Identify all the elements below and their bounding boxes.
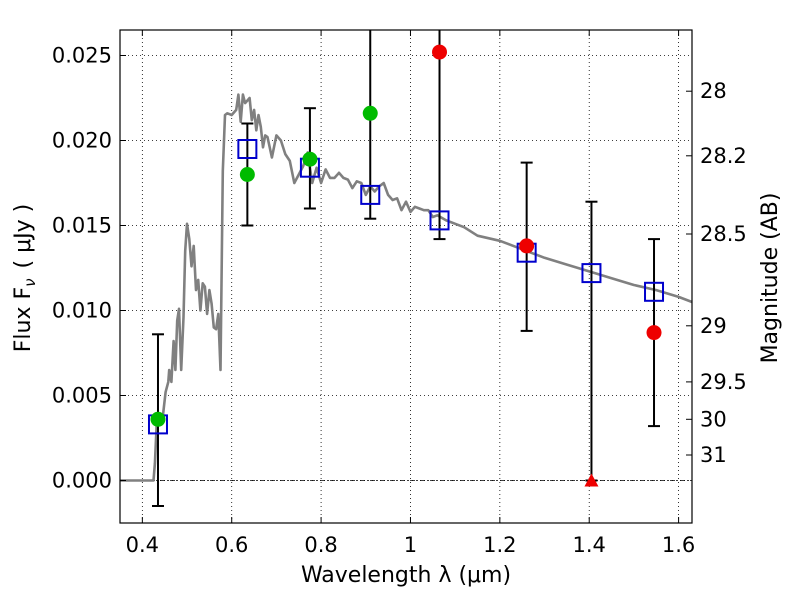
y-axis-label-sub: ν bbox=[21, 278, 39, 286]
y-tick-label: 0.010 bbox=[52, 299, 112, 323]
right-tick-label: 29.5 bbox=[700, 370, 747, 394]
x-tick-label: 1.6 bbox=[662, 533, 695, 557]
y-tick-label: 0.005 bbox=[52, 384, 112, 408]
marker-layer bbox=[147, 44, 665, 487]
plot-frame bbox=[119, 29, 693, 524]
measured-flux-point bbox=[302, 151, 318, 167]
y-tick-label: 0.025 bbox=[52, 44, 112, 68]
model-photometry-square bbox=[360, 184, 381, 205]
model-sed-line bbox=[120, 93, 693, 482]
x-axis-label: Wavelength λ (μm) bbox=[301, 563, 511, 588]
measured-flux-point bbox=[432, 44, 448, 60]
x-tick-label: 1 bbox=[404, 533, 417, 557]
x-tick-label: 1.2 bbox=[483, 533, 516, 557]
x-tick-label: 0.8 bbox=[304, 533, 337, 557]
right-tick-layer: 28 28.2 28.5 29 29.5 30 31 bbox=[686, 79, 747, 467]
y-tick-label: 0.000 bbox=[52, 469, 112, 493]
svg-text:Flux Fν( μJy ): Flux Fν ( μJy ) bbox=[11, 204, 39, 352]
right-tick-label: 30 bbox=[700, 407, 727, 431]
y-tick-label: 0.015 bbox=[52, 214, 112, 238]
measured-flux-point bbox=[519, 238, 535, 254]
x-tick-label: 0.6 bbox=[215, 533, 248, 557]
measured-flux-point bbox=[362, 105, 378, 121]
x-tick-label: 0.4 bbox=[126, 533, 159, 557]
right-tick-label: 29 bbox=[700, 314, 727, 338]
upper-limit-triangle bbox=[584, 473, 599, 487]
model-photometry-square bbox=[644, 281, 665, 302]
model-photometry-square bbox=[429, 210, 450, 231]
y-tick-label: 0.020 bbox=[52, 129, 112, 153]
right-axis-label: Magnitude (AB) bbox=[758, 193, 783, 364]
right-tick-label: 28.2 bbox=[700, 144, 747, 168]
y-axis-label: Flux Fν ( μJy ) bbox=[11, 204, 39, 352]
model-sed-layer bbox=[120, 93, 693, 482]
measured-flux-point bbox=[150, 411, 166, 427]
x-tick-label: 1.4 bbox=[573, 533, 606, 557]
model-photometry-square bbox=[581, 263, 602, 284]
error-bar-layer bbox=[151, 30, 661, 507]
right-tick-label: 28.5 bbox=[700, 222, 747, 246]
right-tick-label: 28 bbox=[700, 79, 727, 103]
y-axis-label-unit: ( μJy ) bbox=[11, 204, 36, 269]
x-tick-layer: 0.4 0.6 0.8 1 1.2 1.4 1.6 bbox=[126, 30, 695, 557]
model-photometry-square bbox=[237, 139, 258, 159]
measured-flux-point bbox=[646, 325, 662, 341]
measured-flux-point bbox=[239, 167, 255, 182]
y-axis-label-main: Flux F bbox=[11, 287, 36, 352]
right-tick-label: 31 bbox=[700, 443, 727, 467]
y-tick-layer: 0.000 0.005 0.010 0.015 0.020 0.025 bbox=[52, 44, 126, 493]
